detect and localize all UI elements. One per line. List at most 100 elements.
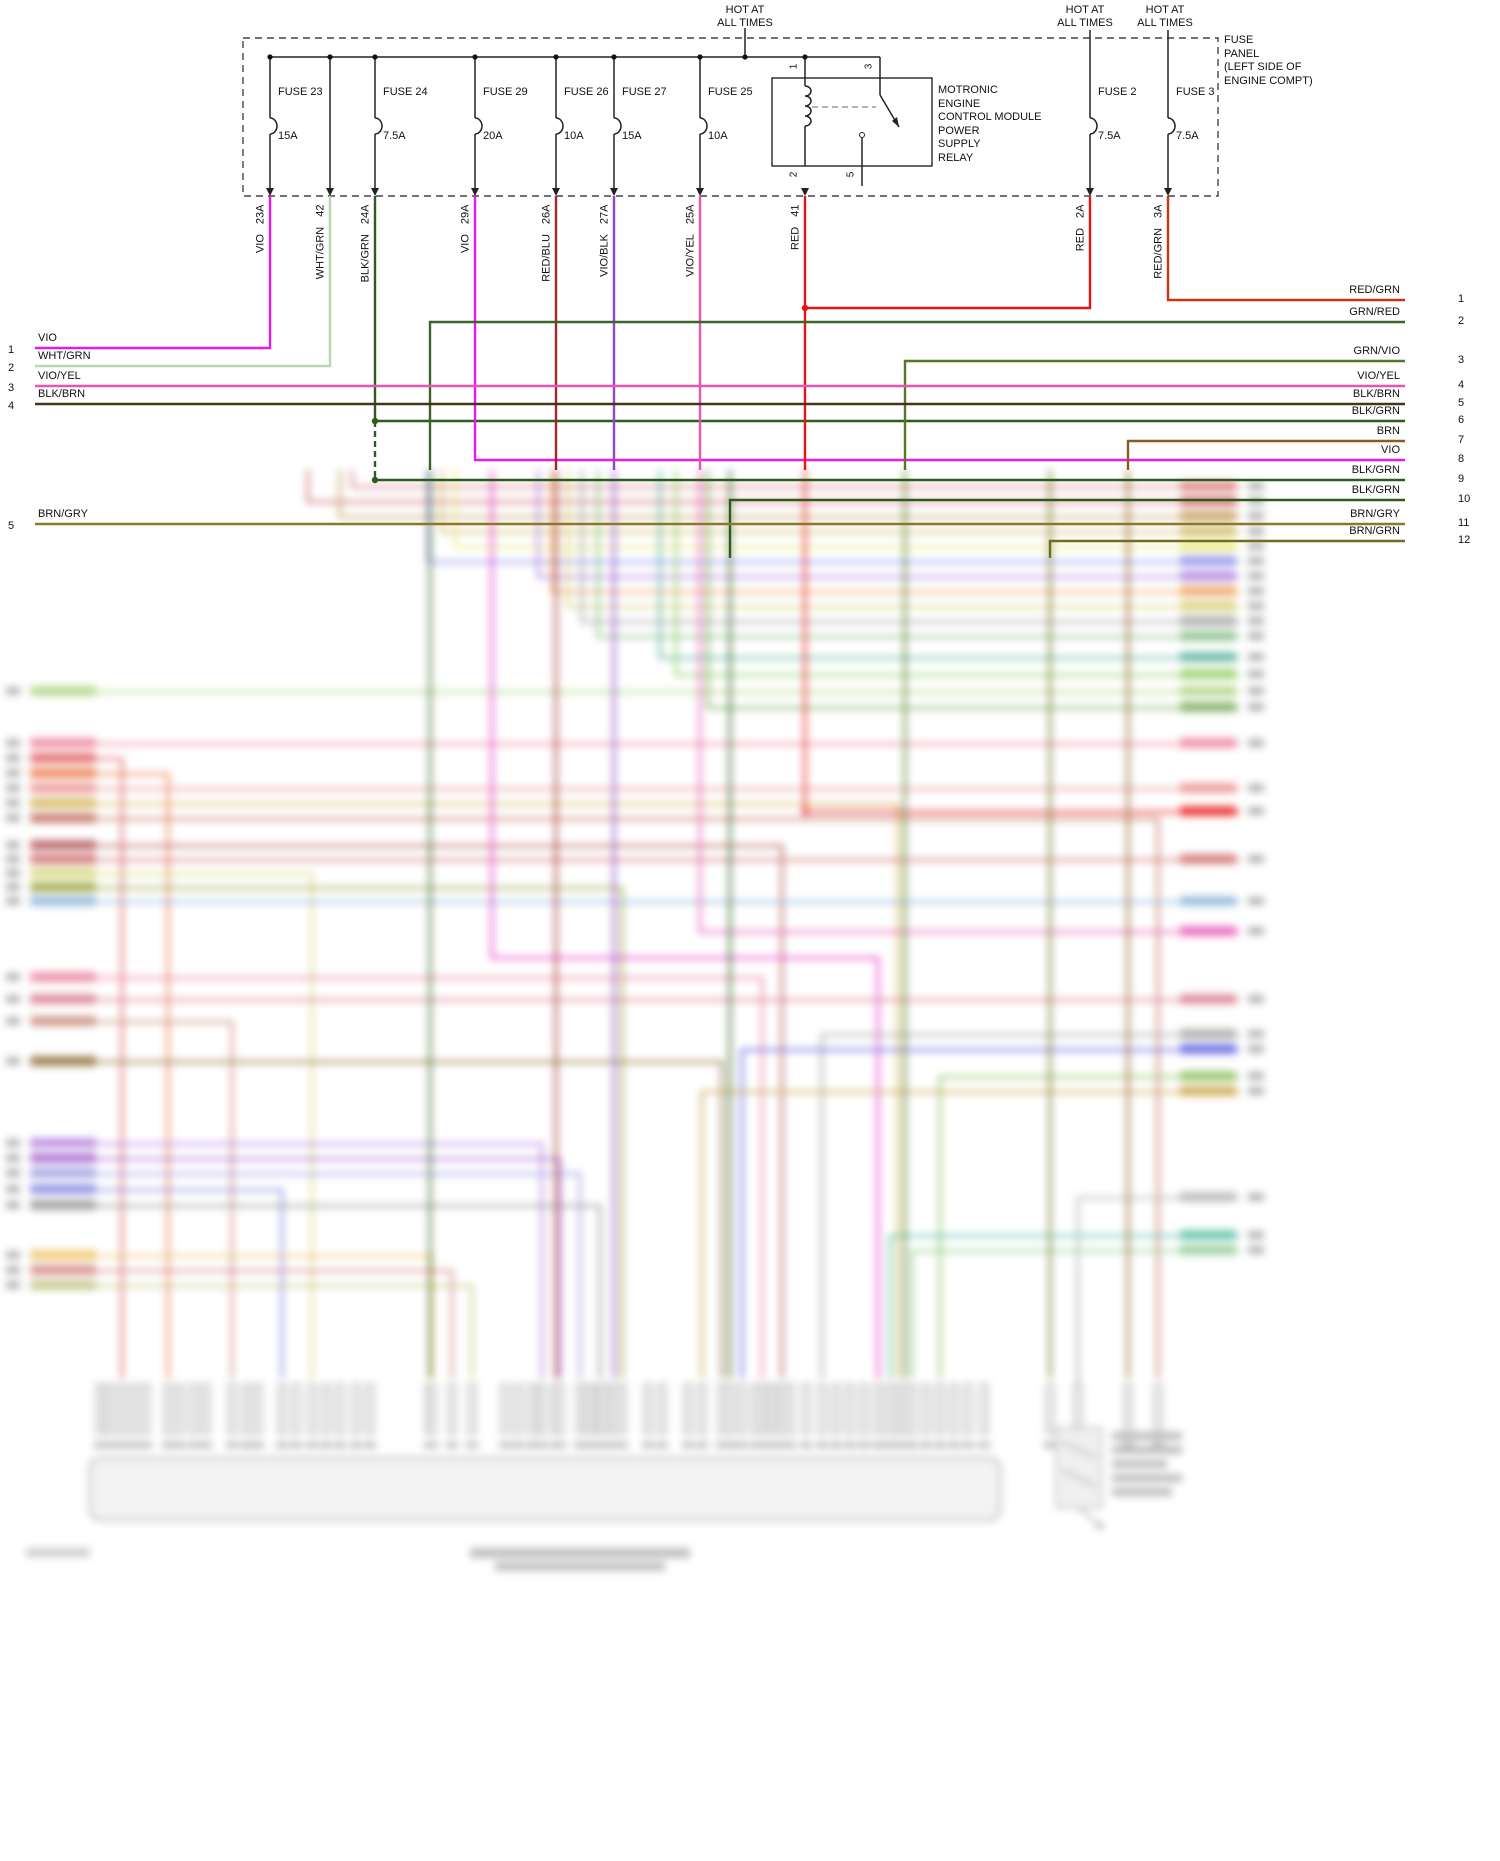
blurred-right-label (1180, 631, 1236, 641)
blurred-left-number (6, 841, 20, 849)
blurred-right-number (1248, 1231, 1264, 1239)
junction-dot (1097, 1523, 1103, 1529)
pin-number-smudge (724, 1442, 736, 1448)
blurred-right-label (1180, 526, 1236, 536)
junction-dot (553, 54, 559, 60)
pin-number-smudge (426, 1442, 438, 1448)
pin-number-smudge (978, 1442, 990, 1448)
blurred-right-label (1180, 1086, 1236, 1096)
blurred-right-label (1180, 1044, 1236, 1054)
pin-number-smudge (499, 1442, 511, 1448)
pin-number-smudge (512, 1442, 524, 1448)
blurred-left-number (6, 1154, 20, 1162)
pin-number-smudge (642, 1442, 654, 1448)
blurred-right-label (1180, 541, 1236, 551)
blurred-left-label (30, 1200, 96, 1210)
blurred-right-label (1180, 1192, 1236, 1202)
blurred-right-label (1180, 994, 1236, 1004)
blurred-wire (536, 470, 1240, 579)
pin-number-smudge (830, 1442, 842, 1448)
pin-number-smudge (574, 1442, 586, 1448)
blurred-right-number (1248, 784, 1264, 792)
pin-number-smudge (174, 1442, 186, 1448)
blurred-right-number (1248, 927, 1264, 935)
blurred-wire (706, 470, 1240, 710)
pin-number-smudge (736, 1442, 748, 1448)
pin-number-smudge (872, 1442, 884, 1448)
blurred-left-number (6, 739, 20, 747)
blurred-left-number (6, 973, 20, 981)
blurred-right-label (1180, 854, 1236, 864)
blurred-left-label (30, 1280, 96, 1290)
blurred-right-label (1180, 702, 1236, 712)
junction-dot (742, 54, 748, 60)
blurred-left-label (30, 738, 96, 748)
blurred-left-number (6, 1185, 20, 1193)
relay-blade-arrow (892, 117, 899, 127)
blurred-right-label (1180, 738, 1236, 748)
connector-pin (291, 1383, 301, 1435)
pin-number-smudge (934, 1442, 946, 1448)
blurred-right-label (1180, 783, 1236, 793)
pin-number-smudge (858, 1442, 870, 1448)
blurred-left-number (6, 883, 20, 891)
pin-number-smudge (656, 1442, 668, 1448)
blurred-right-number (1248, 897, 1264, 905)
connector-pin (351, 1383, 361, 1435)
pin-number-smudge (350, 1442, 362, 1448)
blurred-wire (35, 976, 764, 1378)
blurred-right-number (1248, 653, 1264, 661)
connector-pin (585, 1383, 595, 1435)
connector-pin (963, 1383, 973, 1435)
connector-pin (117, 1383, 127, 1435)
blurred-wire (426, 470, 1240, 564)
blurred-component-label (1112, 1474, 1182, 1482)
blurred-wire (700, 1090, 1240, 1378)
blurred-left-label (30, 783, 96, 793)
pin-number-smudge (1152, 1442, 1164, 1448)
wire (473, 196, 1405, 462)
blurred-wire (35, 1254, 434, 1378)
connector-pin (921, 1383, 931, 1435)
blurred-right-label (1180, 652, 1236, 662)
connector-pin (175, 1383, 185, 1435)
blurred-wire (740, 1048, 1240, 1378)
arrowhead (266, 188, 274, 196)
connector-pin (873, 1383, 883, 1435)
blurred-right-number (1248, 739, 1264, 747)
blurred-left-number (6, 754, 20, 762)
fuse-element (613, 117, 622, 135)
connector-pin (163, 1383, 173, 1435)
pin-number-smudge (188, 1442, 200, 1448)
blurred-wire (910, 1249, 1240, 1378)
pin-number-smudge (800, 1442, 812, 1448)
blurred-left-label (30, 868, 96, 878)
blurred-left-label (30, 1184, 96, 1194)
blurred-left-number (6, 1201, 20, 1209)
blurred-right-number (1248, 602, 1264, 610)
relay-box (771, 77, 933, 167)
fuse-element (474, 117, 483, 135)
connector-pin (949, 1383, 959, 1435)
blurred-right-number (1248, 542, 1264, 550)
fuse-element (269, 117, 278, 135)
pin-number-smudge (920, 1442, 932, 1448)
blurred-left-label (30, 1250, 96, 1260)
blurred-right-number (1248, 995, 1264, 1003)
pin-number-smudge (536, 1442, 548, 1448)
blurred-right-number (1248, 1193, 1264, 1201)
resistor-component (1055, 1427, 1103, 1509)
blurred-right-label (1180, 1245, 1236, 1255)
connector-pin (683, 1383, 693, 1435)
connector-pin (141, 1383, 151, 1435)
wire (903, 359, 1405, 470)
blurred-left-label (30, 1056, 96, 1066)
pin-number-smudge (906, 1442, 918, 1448)
connector-pin (1045, 1383, 1055, 1435)
pin-number-smudge (226, 1442, 238, 1448)
arrowhead (1164, 188, 1172, 196)
connector-pin (817, 1383, 827, 1435)
blurred-component-label (1112, 1488, 1172, 1496)
pin-number-smudge (116, 1442, 128, 1448)
